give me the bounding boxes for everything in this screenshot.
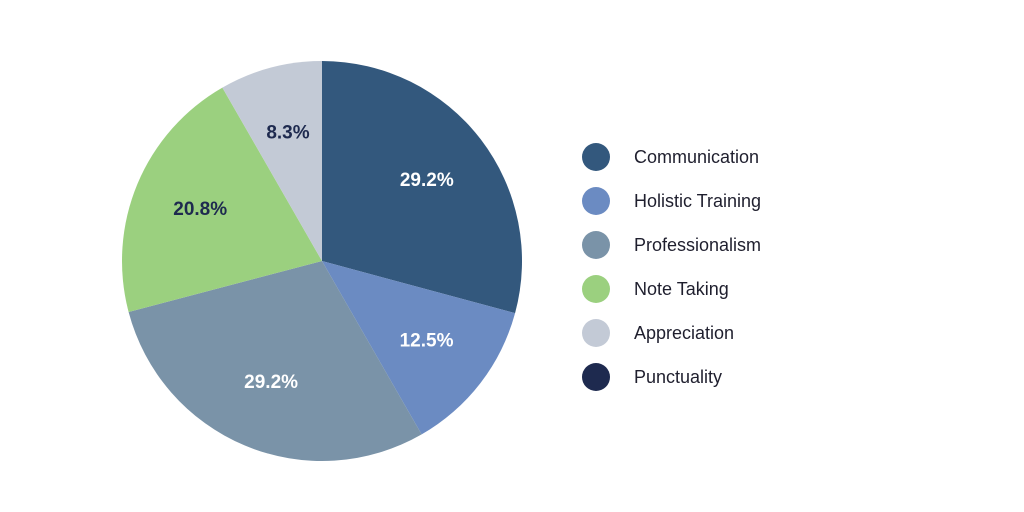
legend-label: Note Taking xyxy=(634,278,729,299)
slice-label-professionalism: 29.2% xyxy=(244,372,298,393)
legend-swatch xyxy=(582,275,610,303)
legend-swatch xyxy=(582,143,610,171)
legend-label: Communication xyxy=(634,146,760,167)
legend-item-note-taking: Note Taking xyxy=(582,274,842,304)
legend-label: Holistic Training xyxy=(634,190,762,211)
slice-label-holistic-training: 12.5% xyxy=(400,331,454,352)
legend-item-punctuality: Punctuality xyxy=(582,362,842,392)
pie-slice-appreciation xyxy=(222,61,322,261)
legend: Communication Holistic Training Professi… xyxy=(582,142,842,406)
legend-swatch xyxy=(582,187,610,215)
legend-label: Punctuality xyxy=(634,366,723,387)
pie-slice-note-taking xyxy=(122,87,322,312)
pie-slice-professionalism xyxy=(128,261,422,462)
legend-item-communication: Communication xyxy=(582,142,842,172)
legend-label: Appreciation xyxy=(634,322,735,343)
pie-slice-holistic-training xyxy=(322,261,516,435)
legend-swatch xyxy=(582,319,610,347)
legend-label: Professionalism xyxy=(634,234,762,255)
slice-label-communication: 29.2% xyxy=(400,170,454,191)
legend-item-appreciation: Appreciation xyxy=(582,318,842,348)
legend-item-holistic-training: Holistic Training xyxy=(582,186,842,216)
legend-swatch xyxy=(582,231,610,259)
pie-slice-communication xyxy=(322,61,523,314)
legend-item-professionalism: Professionalism xyxy=(582,230,842,260)
slice-label-appreciation: 8.3% xyxy=(266,122,309,143)
slice-label-note-taking: 20.8% xyxy=(173,199,227,220)
legend-swatch xyxy=(582,363,610,391)
